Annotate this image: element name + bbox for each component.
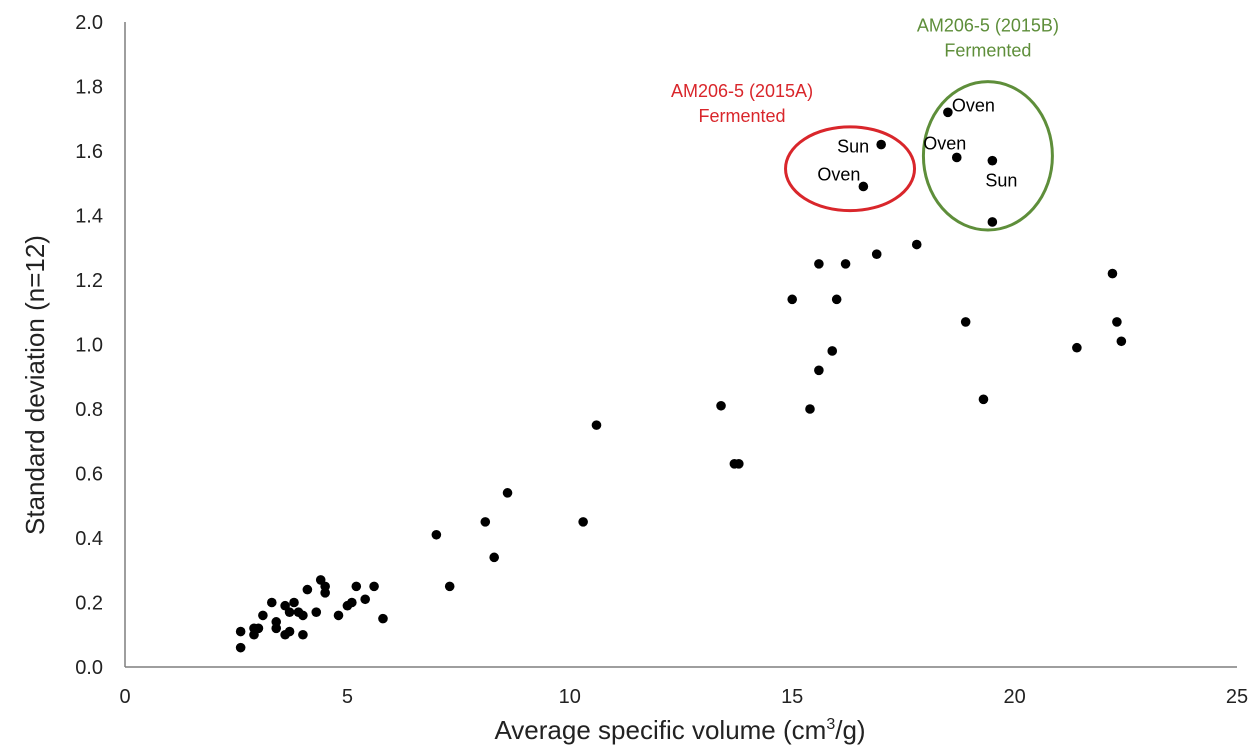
data-point [502,488,513,498]
x-tick-label: 10 [559,686,581,708]
x-tick-label: 25 [1226,686,1248,708]
data-point [351,581,362,592]
data-point [369,581,379,592]
data-point [876,139,886,150]
y-tick-labels: 0.0 0.2 0.4 0.6 0.8 1.0 1.2 1.4 1.6 1.8 2.0 [75,12,103,679]
x-tick-label: 15 [781,686,803,708]
data-point [235,642,246,653]
data-point [911,239,922,250]
data-point [333,610,344,621]
point-label: Oven [817,164,860,184]
data-point [734,459,744,469]
data-point [814,259,824,269]
y-axis-title: Standard deviation (n=12) [20,235,50,535]
data-point [489,552,499,563]
data-point [347,597,357,608]
data-point [266,597,277,608]
x-axis-title: Average specific volume (cm3/g) [494,715,865,745]
data-point [360,594,370,605]
y-tick-label: 0.8 [75,399,103,421]
point-labels: Sun Oven Oven Oven Sun [817,95,1017,190]
data-point [431,529,442,540]
x-tick-label: 0 [119,686,130,708]
data-point [253,623,264,634]
data-point [831,294,842,305]
data-point [378,613,388,624]
data-point [943,107,953,118]
data-point [858,181,869,192]
data-point [987,155,998,166]
data-point [289,597,299,608]
data-point [827,346,838,356]
data-point [271,623,282,634]
data-point [840,259,851,269]
y-tick-label: 1.0 [75,335,103,357]
y-tick-label: 0.6 [75,464,103,486]
data-point [444,581,455,592]
data-point [987,217,998,227]
point-label: Oven [923,133,966,153]
data-point [978,394,989,405]
x-axis-title-superscript: 3 [826,716,835,733]
group-title-1: AM206-5 (2015A) [671,81,813,101]
y-tick-label: 1.8 [75,77,103,99]
data-point [258,610,268,621]
data-point [1072,342,1082,353]
data-point [320,581,330,592]
data-point [591,420,602,430]
data-point [480,517,491,527]
group-ellipse-2 [921,80,1054,232]
point-label: Sun [837,137,869,157]
x-tick-label: 20 [1003,686,1025,708]
data-point [716,400,726,411]
data-point [805,404,815,414]
data-point [578,517,588,527]
group-title-2: AM206-5 (2015B) [917,16,1059,36]
data-point [871,249,882,259]
data-point [951,152,962,163]
data-point [1112,317,1122,327]
data-point [960,317,971,327]
y-tick-label: 0.0 [75,657,103,679]
y-tick-label: 1.4 [75,206,103,228]
y-tick-label: 0.4 [75,528,103,550]
data-point [1107,268,1118,279]
data-point [1116,336,1127,347]
data-point [787,294,797,305]
data-point [298,610,308,621]
group-subtitle-1: Fermented [699,106,786,126]
point-label: Sun [985,171,1017,191]
group-ellipse-1 [784,125,917,213]
y-tick-label: 1.6 [75,141,103,163]
data-point [284,607,295,617]
group-annotations: AM206-5 (2015A) Fermented AM206-5 (2015B) F… [671,16,1059,232]
data-point [284,626,295,637]
y-tick-label: 2.0 [75,12,103,34]
y-tick-label: 1.2 [75,270,103,292]
x-tick-label: 5 [342,686,353,708]
data-point [298,629,308,640]
group-subtitle-2: Fermented [944,41,1031,61]
x-tick-labels: 0 5 10 15 20 25 [119,686,1248,708]
y-tick-label: 0.2 [75,593,103,615]
data-point [814,365,824,376]
x-axis-title-tail: /g) [835,715,865,745]
x-axis-title-main: Average specific volume (cm [494,715,826,745]
axes [124,22,1237,668]
point-label: Oven [952,95,995,115]
data-point [235,626,246,637]
data-point [311,607,322,617]
data-points [235,107,1127,653]
data-point [302,584,313,595]
